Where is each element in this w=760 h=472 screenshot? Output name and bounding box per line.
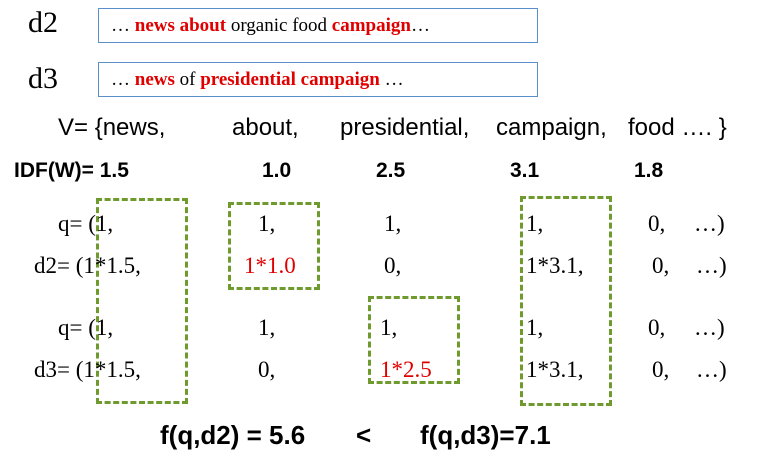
vec-d3-about: 0, — [258, 357, 276, 382]
vec-q2-presidential: 1, — [380, 315, 398, 340]
vec-q1-head: q= (1, — [58, 211, 114, 236]
vec-q2-campaign: 1, — [526, 315, 544, 340]
doc-d3-term-news: news — [134, 69, 175, 90]
score-d2: f(q,d2) = 5.6 — [160, 420, 306, 450]
doc-d3-snippet-box: … news of presidential campaign … — [98, 62, 538, 97]
doc-d2-prefix: … — [111, 15, 135, 36]
idf-about: 1.0 — [262, 159, 292, 182]
idf-label: IDF(W)= 1.5 — [14, 159, 129, 182]
vec-d3-head: d3= (1*1.5, — [34, 357, 141, 382]
vocab-term-presidential: presidential, — [340, 114, 470, 141]
vec-d2-ellipsis: …) — [696, 253, 727, 278]
idf-food: 1.8 — [634, 159, 664, 182]
highlight-box-news-column — [96, 198, 188, 404]
highlight-box-about-d2 — [228, 202, 320, 290]
doc-d2-suffix: … — [410, 15, 430, 36]
doc-d3-suffix: … — [379, 69, 404, 90]
doc-d3-middle-text: of — [174, 69, 201, 90]
vec-d2-head: d2= (1*1.5, — [34, 253, 141, 278]
vec-d3-ellipsis: …) — [696, 357, 727, 382]
vec-d3-food: 0, — [652, 357, 670, 382]
vec-q2-ellipsis: …) — [694, 315, 725, 340]
vec-d2-about: 1*1.0 — [244, 253, 296, 278]
doc-d2-snippet-box: … news about organic food campaign… — [98, 8, 538, 43]
vec-q1-food: 0, — [648, 211, 666, 236]
highlight-box-presidential-d3 — [368, 296, 460, 384]
doc-d2-term-news-about: news about — [134, 15, 227, 36]
vec-q1-ellipsis: …) — [694, 211, 725, 236]
doc-d3-label: d3 — [28, 62, 58, 95]
vec-d3-presidential: 1*2.5 — [380, 357, 432, 382]
highlight-box-campaign-column — [520, 196, 612, 406]
doc-d2-term-campaign: campaign — [331, 15, 411, 36]
vec-q1-presidential: 1, — [384, 211, 402, 236]
doc-d3-prefix: … — [111, 69, 135, 90]
vec-q2-head: q= (1, — [58, 315, 114, 340]
vec-q2-about: 1, — [258, 315, 276, 340]
vec-q2-food: 0, — [648, 315, 666, 340]
score-d3: f(q,d3)=7.1 — [420, 420, 551, 450]
vec-q1-about: 1, — [258, 211, 276, 236]
idf-campaign: 3.1 — [510, 159, 540, 182]
vocab-lead: V= {news, — [58, 114, 166, 141]
vec-d3-campaign: 1*3.1, — [526, 357, 584, 382]
vocab-term-campaign: campaign, — [496, 114, 607, 141]
doc-d3-term-presidential-campaign: presidential campaign — [200, 69, 380, 90]
vec-d2-presidential: 0, — [384, 253, 402, 278]
doc-d2-label: d2 — [28, 6, 58, 39]
doc-d2-middle-text: organic food — [226, 15, 332, 36]
vocab-term-about: about, — [232, 114, 299, 141]
comparison-operator: < — [356, 420, 372, 450]
vec-d2-food: 0, — [652, 253, 670, 278]
vec-q1-campaign: 1, — [526, 211, 544, 236]
vec-d2-campaign: 1*3.1, — [526, 253, 584, 278]
vocab-term-food: food …. } — [628, 114, 727, 141]
idf-presidential: 2.5 — [376, 159, 406, 182]
